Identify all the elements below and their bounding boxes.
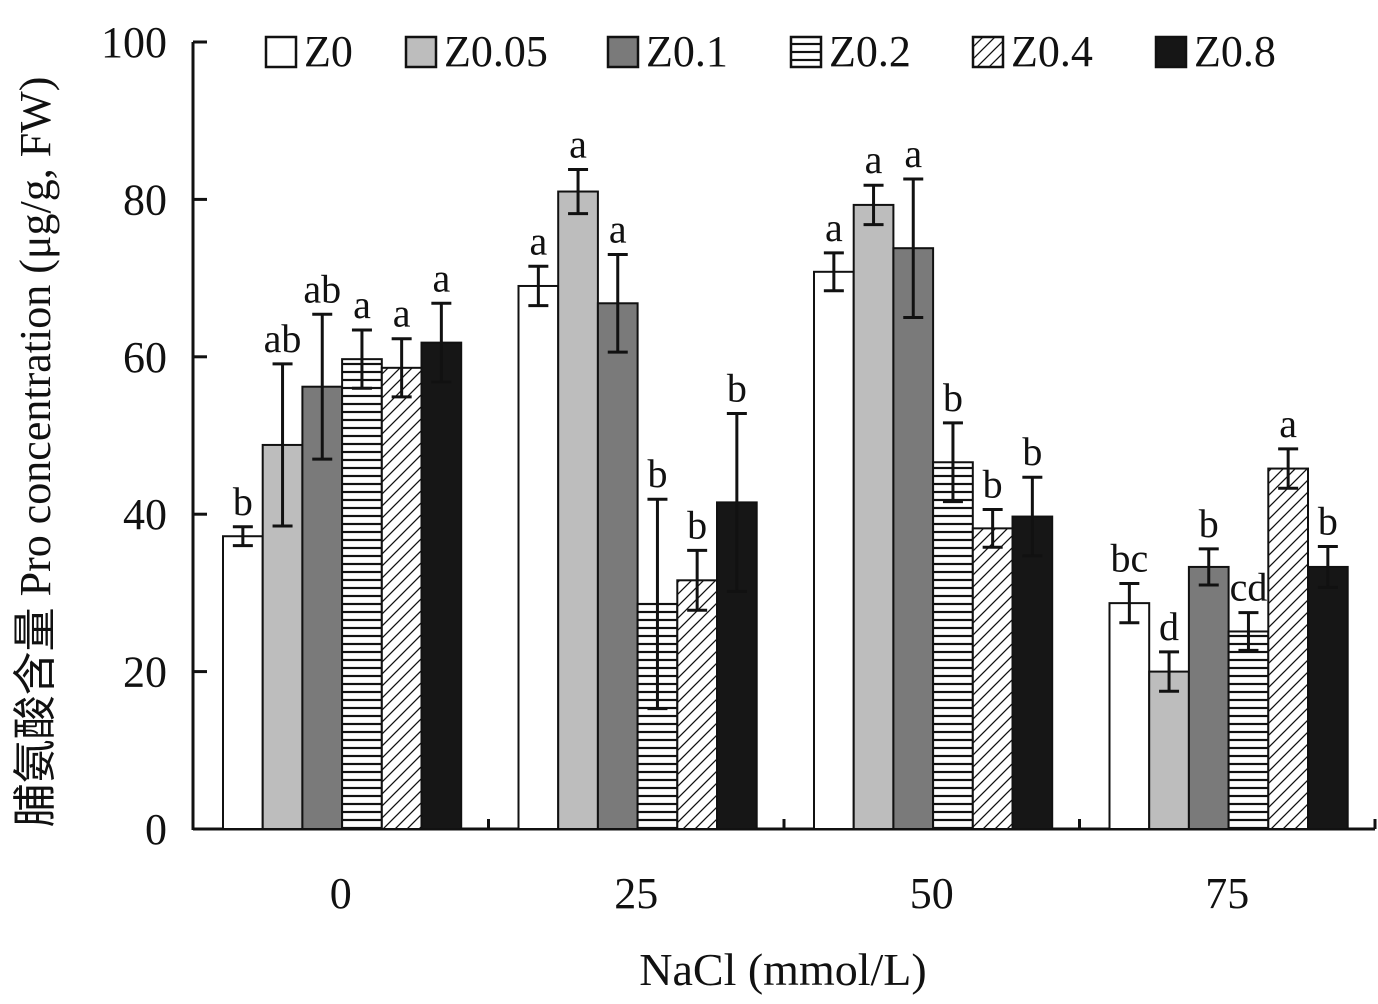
bar-Z0.4-0 bbox=[380, 366, 423, 830]
y-tick-label: 40 bbox=[123, 490, 167, 539]
significance-label: b bbox=[1199, 501, 1219, 546]
legend-swatch-Z0.05 bbox=[404, 35, 438, 69]
bar-Z0.4-50 bbox=[971, 527, 1014, 831]
significance-label: ab bbox=[303, 266, 341, 311]
bars bbox=[222, 190, 1349, 831]
significance-label: b bbox=[1022, 429, 1042, 474]
significance-label: b bbox=[727, 365, 747, 410]
significance-label: a bbox=[569, 121, 587, 166]
y-tick-label: 80 bbox=[123, 175, 167, 224]
significance-label: b bbox=[687, 502, 707, 547]
significance-label: a bbox=[1279, 401, 1297, 446]
significance-label: b bbox=[983, 461, 1003, 506]
significance-label: b bbox=[233, 479, 253, 524]
significance-label: a bbox=[393, 291, 411, 336]
x-tick-label: 0 bbox=[330, 869, 352, 918]
bar-Z0-75 bbox=[1108, 602, 1151, 830]
legend-label-Z0: Z0 bbox=[304, 27, 353, 76]
significance-label: cd bbox=[1230, 565, 1268, 610]
error-bars bbox=[232, 167, 1338, 711]
legend-label-Z0.05: Z0.05 bbox=[444, 27, 548, 76]
y-axis-title: 脯氨酸含量 Pro concentration (μg/g, FW) bbox=[11, 77, 60, 828]
bar-Z0.2-75 bbox=[1227, 630, 1270, 831]
bar-Z0-0 bbox=[222, 535, 264, 831]
bar-Z0.8-75 bbox=[1307, 565, 1349, 831]
bar-Z0.05-50 bbox=[852, 203, 895, 830]
significance-label: b bbox=[943, 375, 963, 420]
bar-Z0.1-25 bbox=[596, 302, 639, 830]
legend-swatch-Z0.4 bbox=[971, 35, 1005, 69]
legend-label-Z0.1: Z0.1 bbox=[646, 27, 728, 76]
legend: Z0 Z0.05 Z0.1 Z0.2 Z0.4 Z0.8 bbox=[264, 27, 1276, 76]
x-tick-label: 50 bbox=[910, 869, 954, 918]
x-tick-label: 75 bbox=[1205, 869, 1249, 918]
y-tick-label: 20 bbox=[123, 648, 167, 697]
legend-label-Z0.4: Z0.4 bbox=[1011, 27, 1093, 76]
bar-Z0.8-50 bbox=[1011, 515, 1054, 830]
y-tick-label: 100 bbox=[101, 18, 167, 67]
x-ticks: 0 25 50 75 bbox=[330, 819, 1377, 918]
significance-label: a bbox=[529, 218, 547, 263]
significance-label: a bbox=[432, 255, 450, 300]
x-axis-title: NaCl (mmol/L) bbox=[639, 944, 926, 995]
bar-Z0-50 bbox=[813, 270, 855, 830]
bar-Z0.1-50 bbox=[892, 247, 935, 831]
bar-Z0.4-25 bbox=[676, 579, 718, 830]
significance-label: a bbox=[825, 205, 843, 250]
y-tick-label: 0 bbox=[145, 805, 167, 854]
bar-Z0.2-0 bbox=[341, 358, 383, 830]
significance-label: a bbox=[865, 137, 883, 182]
x-tick-label: 25 bbox=[614, 869, 658, 918]
bar-Z0.8-0 bbox=[420, 341, 463, 830]
significance-label: a bbox=[609, 206, 627, 251]
significance-label: ab bbox=[264, 316, 302, 361]
significance-label: a bbox=[353, 282, 371, 327]
legend-swatch-Z0.1 bbox=[606, 35, 640, 69]
legend-swatch-Z0 bbox=[264, 35, 298, 69]
significance-label: bc bbox=[1110, 535, 1148, 580]
bar-Z0.05-25 bbox=[557, 190, 599, 830]
bar-Z0.2-50 bbox=[932, 461, 974, 830]
significance-label: a bbox=[904, 131, 922, 176]
legend-label-Z0.2: Z0.2 bbox=[829, 27, 911, 76]
bar-Z0.4-75 bbox=[1267, 467, 1310, 830]
legend-swatch-Z0.2 bbox=[789, 35, 823, 69]
legend-swatch-Z0.8 bbox=[1154, 35, 1188, 69]
significance-label: b bbox=[647, 451, 667, 496]
significance-label: d bbox=[1159, 604, 1179, 649]
legend-label-Z0.8: Z0.8 bbox=[1194, 27, 1276, 76]
y-tick-label: 60 bbox=[123, 333, 167, 382]
bar-Z0-25 bbox=[517, 284, 560, 831]
bar-Z0.1-75 bbox=[1187, 565, 1230, 831]
y-ticks: 0 20 40 60 80 100 bbox=[101, 18, 207, 854]
significance-label: b bbox=[1318, 498, 1338, 543]
bar-Z0.05-75 bbox=[1148, 670, 1190, 830]
